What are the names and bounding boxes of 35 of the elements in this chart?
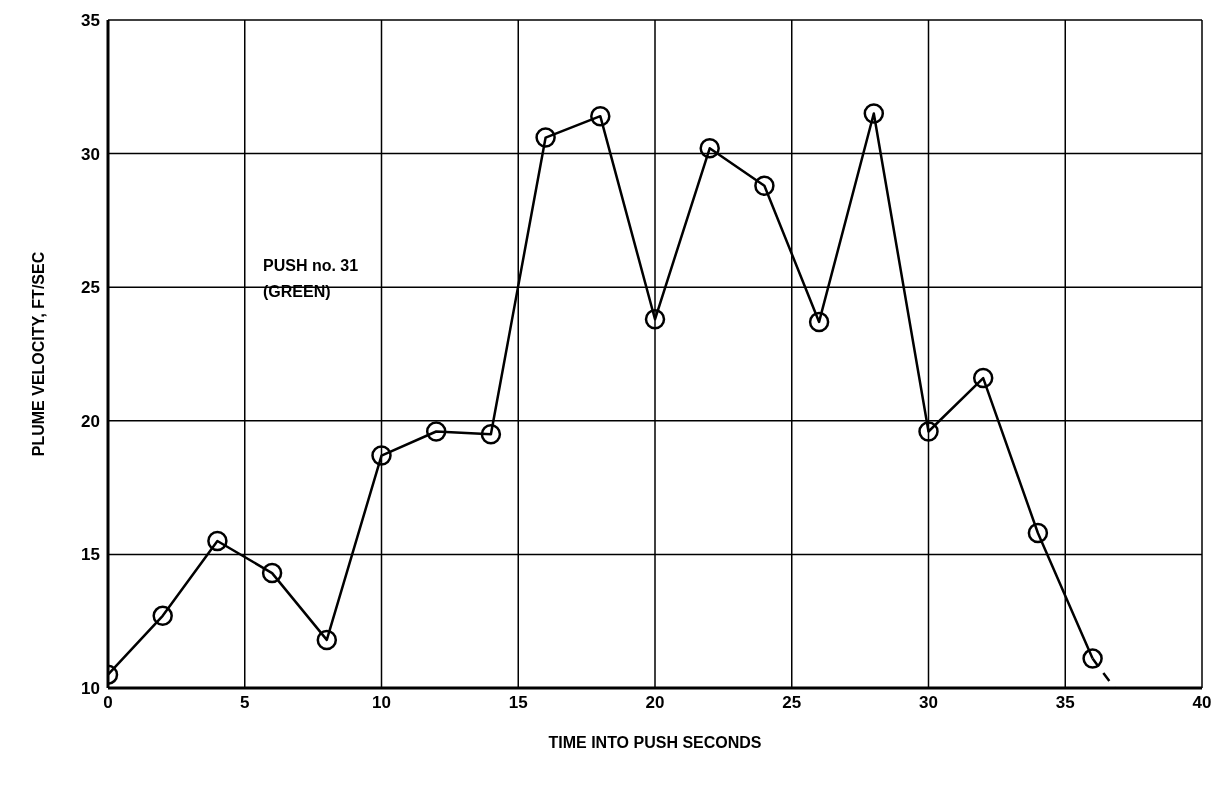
- point: [425, 421, 447, 442]
- point: [371, 445, 392, 466]
- point: [207, 530, 228, 552]
- point: [699, 138, 720, 159]
- x-tick-label: 30: [919, 693, 938, 713]
- y-tick-label: 35: [81, 11, 100, 31]
- point: [644, 309, 666, 330]
- point: [590, 105, 611, 127]
- y-tick-label: 30: [81, 144, 100, 164]
- point: [316, 629, 338, 651]
- x-tick-label: 0: [103, 693, 113, 713]
- x-tick-label: 25: [782, 693, 802, 713]
- x-tick-label: 10: [372, 693, 391, 713]
- x-tick-label: 5: [240, 693, 250, 713]
- point: [535, 127, 556, 148]
- y-tick-label: 25: [81, 278, 100, 298]
- point: [480, 423, 502, 445]
- y-axis-title: PLUME VELOCITY, FT/SEC: [29, 251, 47, 457]
- point: [863, 103, 885, 124]
- x-tick-label: 40: [1192, 693, 1212, 713]
- point: [972, 367, 994, 389]
- point: [808, 311, 830, 333]
- point: [1027, 522, 1049, 544]
- x-axis-title: TIME INTO PUSH SECONDS: [548, 734, 762, 751]
- point: [1082, 648, 1103, 669]
- y-tick-label: 20: [81, 411, 100, 431]
- x-tick-label: 15: [508, 693, 528, 713]
- y-tick-label: 15: [81, 545, 100, 565]
- point: [152, 605, 173, 627]
- y-tick-label: 10: [81, 679, 100, 699]
- point: [261, 562, 283, 584]
- point: [918, 421, 939, 442]
- x-tick-label: 35: [1055, 693, 1075, 713]
- point: [754, 175, 775, 196]
- x-tick-label: 20: [645, 693, 665, 713]
